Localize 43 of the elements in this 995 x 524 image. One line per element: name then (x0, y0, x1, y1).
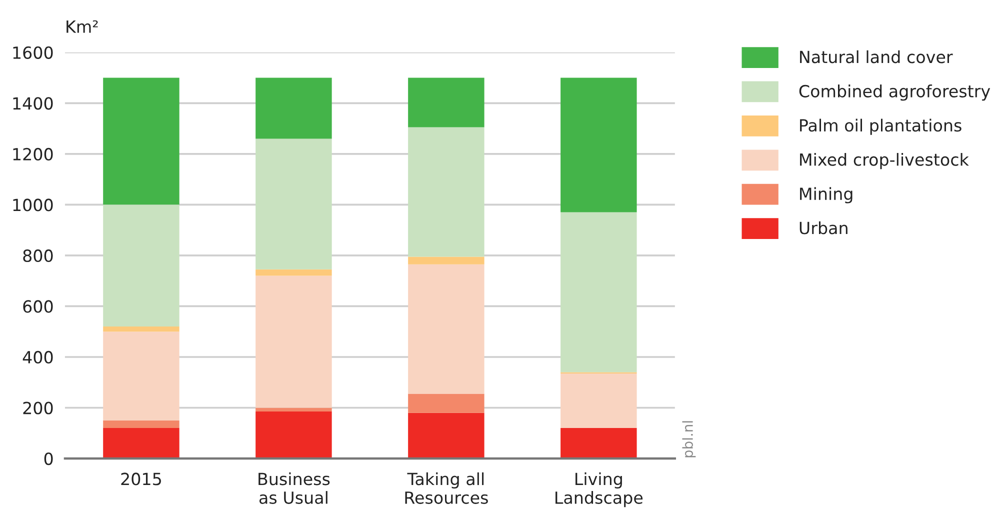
legend-label: Natural land cover (800, 50, 953, 64)
y-tick-label: 800 (23, 249, 53, 262)
legend-label: Mining (800, 187, 852, 204)
bar (560, 373, 637, 428)
bar (103, 420, 180, 428)
bar (408, 264, 484, 394)
y-tick-label: 1000 (13, 198, 53, 212)
bar (408, 127, 484, 257)
y-tick-label: 1400 (13, 97, 53, 110)
bar (256, 269, 332, 276)
y-tick-label: 1200 (13, 148, 53, 160)
bar (408, 78, 484, 128)
legend-label: Mixed crop-livestock (800, 152, 969, 170)
x-tick-label: 2015 (121, 472, 161, 486)
y-tick-label: 400 (22, 350, 53, 364)
bar (560, 212, 637, 372)
legend-label: Combined agroforestry (799, 84, 990, 101)
bar (256, 138, 332, 270)
text: pbl.nl (682, 421, 696, 458)
bar (256, 276, 332, 408)
bar (408, 412, 484, 458)
bar (408, 256, 484, 264)
bar (103, 332, 180, 420)
y-tick-label: 0 (44, 452, 53, 466)
x-tick-label: Living Landscape (556, 472, 643, 508)
bar (103, 326, 180, 332)
bar (560, 78, 637, 212)
bar (256, 408, 332, 412)
bar (103, 78, 180, 205)
bar (408, 394, 484, 413)
y-tick-label: 600 (23, 300, 53, 313)
bar (256, 412, 332, 458)
x-tick-label: Taking all Resources (405, 472, 488, 504)
x-tick-label: Business as Usual (258, 472, 330, 504)
legend-label: Urban (800, 221, 848, 234)
bar (103, 204, 180, 327)
y-tick-label: 1600 (13, 46, 53, 59)
y-axis-title: Km² (66, 20, 98, 33)
y-tick-label: 200 (23, 402, 53, 414)
legend-label: Palm oil plantations (800, 118, 962, 135)
bar (560, 428, 637, 458)
bar (256, 78, 332, 139)
bar (103, 428, 180, 458)
